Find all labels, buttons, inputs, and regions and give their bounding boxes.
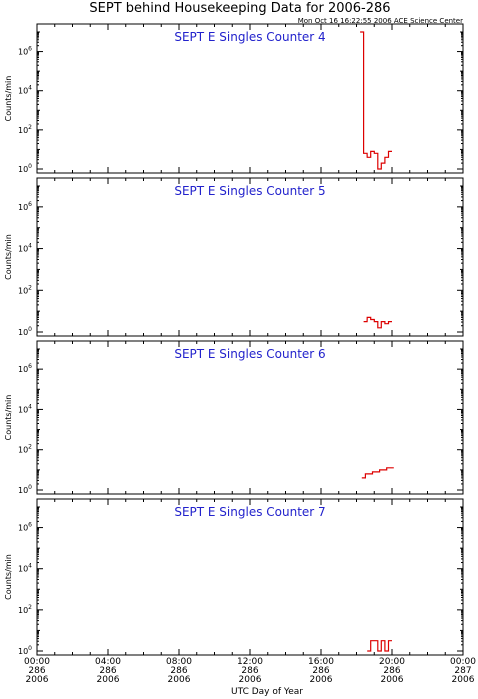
x-tick-time: 20:00 — [379, 657, 405, 667]
plot-frame — [36, 498, 464, 656]
y-tick-label: 104 — [18, 563, 32, 574]
figure-title: SEPT behind Housekeeping Data for 2006-2… — [89, 1, 390, 16]
x-tick-time: 00:00 — [24, 657, 50, 667]
y-tick-label: 100 — [18, 484, 32, 495]
x-tick-doy: 286 — [28, 666, 45, 676]
x-tick-time: 04:00 — [95, 657, 121, 667]
x-tick-doy: 286 — [383, 666, 400, 676]
x-tick-year: 2006 — [26, 675, 49, 685]
y-tick-label: 104 — [18, 243, 32, 254]
x-tick-doy: 286 — [241, 666, 258, 676]
x-tick-year: 2006 — [381, 675, 404, 685]
x-tick-year: 2006 — [452, 675, 475, 685]
data-series-line — [363, 316, 392, 329]
y-tick-label: 106 — [18, 46, 32, 57]
x-tick-doy: 286 — [99, 666, 116, 676]
x-axis-label: UTC Day of Year — [231, 687, 303, 697]
y-axis-label: Counts/min — [4, 234, 13, 280]
panel-title: SEPT E Singles Counter 7 — [174, 505, 325, 519]
x-tick-year: 2006 — [168, 675, 191, 685]
chart-panel-7: SEPT E Singles Counter 7 Counts/min 100 102… — [4, 498, 464, 656]
panel-title: SEPT E Singles Counter 6 — [174, 347, 325, 361]
x-tick-time: 08:00 — [166, 657, 192, 667]
plot-frame — [36, 177, 464, 337]
plot-frame — [36, 340, 464, 495]
y-axis-label: Counts/min — [4, 76, 13, 122]
x-tick-year: 2006 — [310, 675, 333, 685]
y-tick-label: 104 — [18, 403, 32, 414]
y-tick-label: 100 — [18, 645, 32, 656]
y-axis-label: Counts/min — [4, 395, 13, 441]
x-tick-time: 12:00 — [237, 657, 263, 667]
y-tick-label: 106 — [18, 363, 32, 374]
y-tick-label: 102 — [18, 124, 32, 135]
y-axis-label: Counts/min — [4, 554, 13, 600]
x-tick-doy: 286 — [170, 666, 187, 676]
x-tick-year: 2006 — [239, 675, 262, 685]
data-series-line — [361, 467, 394, 479]
timestamp: Mon Oct 16 16:22:55 2006 ACE Science Cen… — [298, 17, 463, 25]
data-series-line — [367, 640, 392, 652]
x-tick-doy: 286 — [312, 666, 329, 676]
panel-title: SEPT E Singles Counter 4 — [174, 30, 325, 44]
y-tick-label: 102 — [18, 604, 32, 615]
data-series-line — [360, 31, 392, 170]
y-tick-label: 100 — [18, 163, 32, 174]
x-tick-time: 16:00 — [308, 657, 334, 667]
x-tick-year: 2006 — [97, 675, 120, 685]
chart-panel-4: SEPT E Singles Counter 4 Counts/min 100 102… — [4, 23, 464, 174]
y-tick-label: 106 — [18, 201, 32, 212]
y-tick-label: 106 — [18, 522, 32, 533]
plot-frame — [36, 23, 464, 174]
y-tick-label: 100 — [18, 326, 32, 337]
y-tick-label: 102 — [18, 444, 32, 455]
x-tick-doy: 287 — [454, 666, 471, 676]
y-tick-label: 104 — [18, 85, 32, 96]
y-tick-label: 102 — [18, 284, 32, 295]
x-tick-time: 00:00 — [450, 657, 476, 667]
chart-panel-6: SEPT E Singles Counter 6 Counts/min 100 102… — [4, 340, 464, 495]
chart-panel-5: SEPT E Singles Counter 5 Counts/min 100 102… — [4, 177, 464, 337]
panel-title: SEPT E Singles Counter 5 — [174, 184, 325, 198]
